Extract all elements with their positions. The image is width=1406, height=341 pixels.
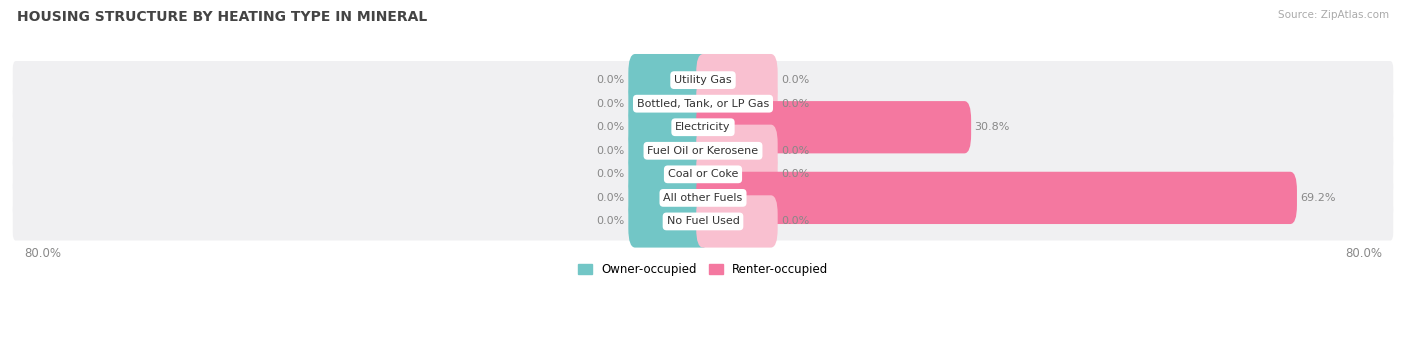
Text: 0.0%: 0.0% <box>782 217 810 226</box>
FancyBboxPatch shape <box>628 195 710 248</box>
FancyBboxPatch shape <box>13 179 1393 217</box>
FancyBboxPatch shape <box>628 77 710 130</box>
Text: 30.8%: 30.8% <box>974 122 1010 132</box>
FancyBboxPatch shape <box>628 54 710 106</box>
FancyBboxPatch shape <box>696 77 778 130</box>
Text: Coal or Coke: Coal or Coke <box>668 169 738 179</box>
FancyBboxPatch shape <box>13 108 1393 146</box>
Text: 69.2%: 69.2% <box>1301 193 1336 203</box>
Text: 0.0%: 0.0% <box>596 122 624 132</box>
Text: 0.0%: 0.0% <box>596 169 624 179</box>
Text: 0.0%: 0.0% <box>782 146 810 156</box>
FancyBboxPatch shape <box>13 61 1393 99</box>
Text: Electricity: Electricity <box>675 122 731 132</box>
Text: HOUSING STRUCTURE BY HEATING TYPE IN MINERAL: HOUSING STRUCTURE BY HEATING TYPE IN MIN… <box>17 10 427 24</box>
Text: Utility Gas: Utility Gas <box>675 75 731 85</box>
Text: 0.0%: 0.0% <box>596 193 624 203</box>
FancyBboxPatch shape <box>696 195 778 248</box>
Legend: Owner-occupied, Renter-occupied: Owner-occupied, Renter-occupied <box>572 258 834 281</box>
Text: 0.0%: 0.0% <box>782 169 810 179</box>
FancyBboxPatch shape <box>628 148 710 201</box>
FancyBboxPatch shape <box>628 125 710 177</box>
FancyBboxPatch shape <box>696 101 972 153</box>
Text: 0.0%: 0.0% <box>596 75 624 85</box>
Text: 80.0%: 80.0% <box>1344 247 1382 260</box>
Text: 0.0%: 0.0% <box>782 99 810 109</box>
Text: 0.0%: 0.0% <box>596 99 624 109</box>
FancyBboxPatch shape <box>696 54 778 106</box>
FancyBboxPatch shape <box>696 125 778 177</box>
Text: Fuel Oil or Kerosene: Fuel Oil or Kerosene <box>647 146 759 156</box>
FancyBboxPatch shape <box>696 172 1296 224</box>
Text: 80.0%: 80.0% <box>24 247 62 260</box>
Text: 0.0%: 0.0% <box>596 146 624 156</box>
FancyBboxPatch shape <box>13 85 1393 123</box>
Text: 0.0%: 0.0% <box>782 75 810 85</box>
FancyBboxPatch shape <box>696 148 778 201</box>
FancyBboxPatch shape <box>13 155 1393 193</box>
FancyBboxPatch shape <box>13 202 1393 240</box>
Text: Bottled, Tank, or LP Gas: Bottled, Tank, or LP Gas <box>637 99 769 109</box>
FancyBboxPatch shape <box>628 101 710 153</box>
Text: All other Fuels: All other Fuels <box>664 193 742 203</box>
Text: Source: ZipAtlas.com: Source: ZipAtlas.com <box>1278 10 1389 20</box>
FancyBboxPatch shape <box>13 132 1393 170</box>
FancyBboxPatch shape <box>628 172 710 224</box>
Text: No Fuel Used: No Fuel Used <box>666 217 740 226</box>
Text: 0.0%: 0.0% <box>596 217 624 226</box>
